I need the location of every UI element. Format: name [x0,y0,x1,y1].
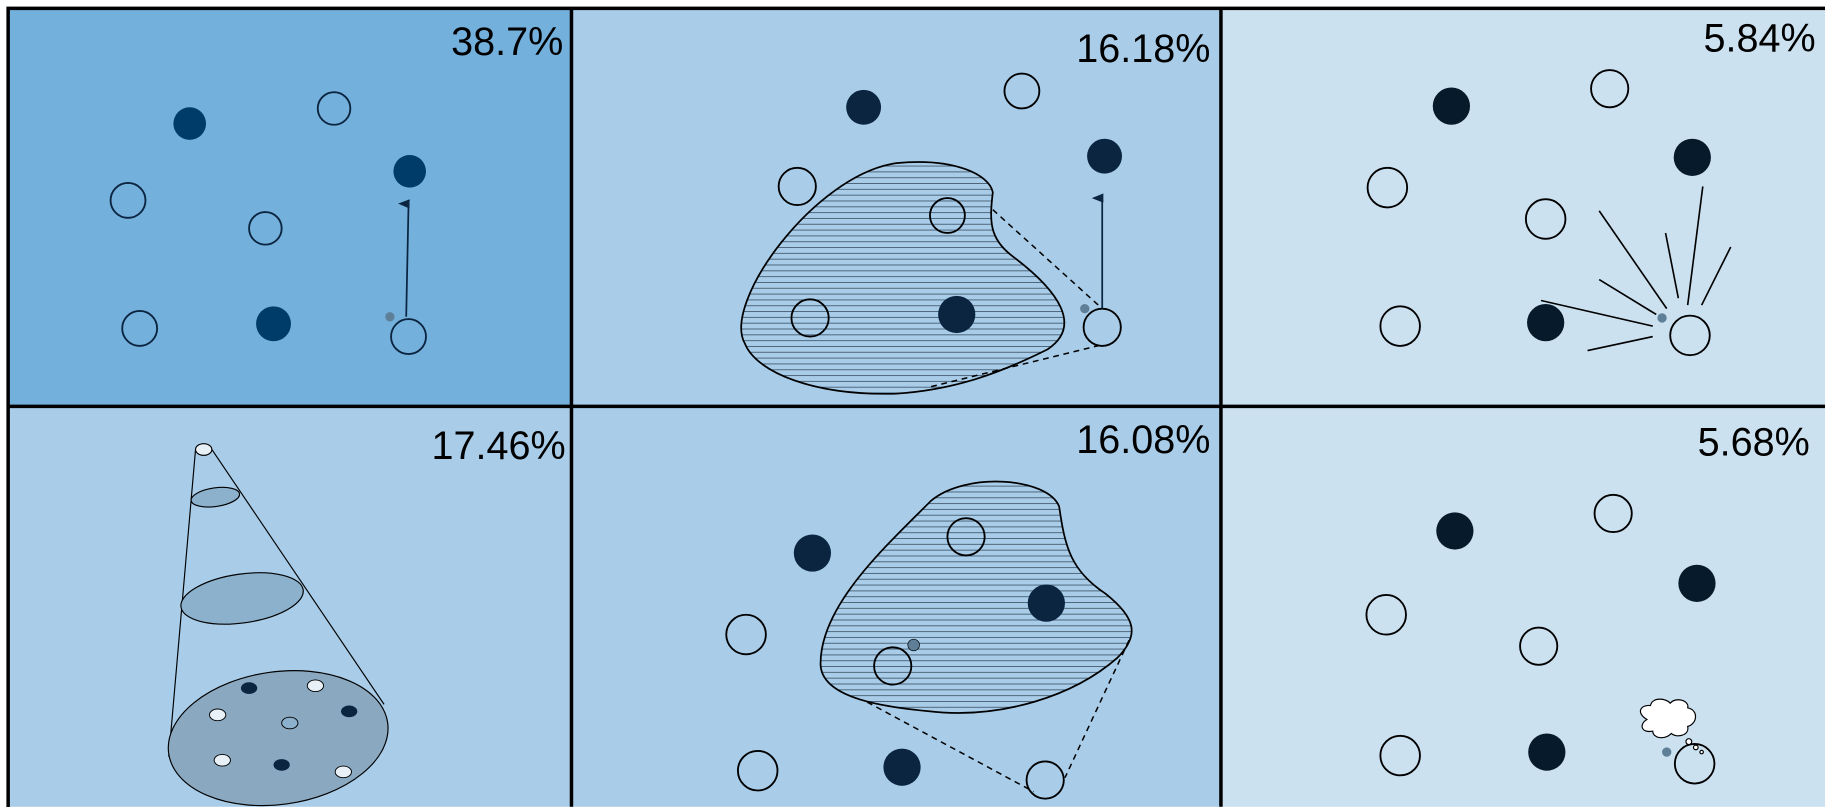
percentage-label: 16.18% [1076,27,1210,71]
panel-bg [1221,8,1825,406]
percentage-label: 38.7% [451,20,563,64]
percentage-label: 5.68% [1698,420,1810,464]
panel-bg [8,8,571,406]
diagram: 38.7% 16.18% 5.84% 17.46% 16.08% 5.68% [0,0,1825,807]
panel-bg [1221,406,1825,806]
percentage-label: 16.08% [1076,418,1210,462]
percentage-label: 5.84% [1704,16,1816,60]
percentage-label: 17.46% [431,424,565,468]
